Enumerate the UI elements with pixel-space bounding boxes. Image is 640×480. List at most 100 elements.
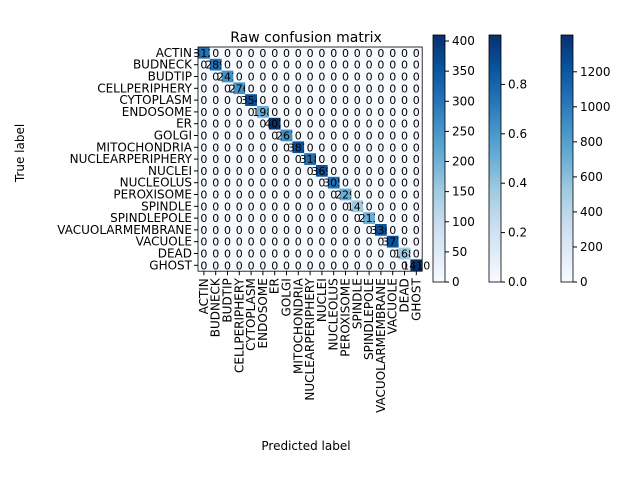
cell-value-label: 0 bbox=[342, 71, 349, 84]
matrix-cell bbox=[280, 82, 293, 95]
cell-value-label: 0 bbox=[248, 71, 255, 84]
cell-value-label: 0 bbox=[377, 189, 384, 202]
matrix-cell bbox=[209, 188, 222, 201]
cell-value-label: 0 bbox=[366, 165, 373, 178]
matrix-cell bbox=[398, 106, 411, 118]
cell-value-label: 0 bbox=[330, 200, 337, 213]
matrix-cell bbox=[398, 47, 411, 59]
matrix-cell bbox=[245, 129, 257, 142]
matrix-cell bbox=[339, 141, 352, 154]
cell-value-label: 0 bbox=[389, 130, 396, 143]
cell-value-label: 0 bbox=[283, 224, 290, 237]
matrix-cell bbox=[268, 47, 281, 59]
cell-value-label: 0 bbox=[389, 189, 396, 202]
x-tick-label: VACUOLE bbox=[386, 278, 400, 334]
cell-value-label: 0 bbox=[330, 141, 337, 154]
matrix-cell bbox=[398, 212, 411, 224]
cell-value-label: 0 bbox=[377, 153, 384, 166]
cell-value-label: 0 bbox=[413, 106, 420, 119]
cell-value-label: 0 bbox=[307, 259, 314, 272]
cell-value-label: 0 bbox=[366, 259, 373, 272]
cell-value-label: 0 bbox=[354, 212, 361, 225]
cell-value-label: 0 bbox=[224, 224, 231, 237]
matrix-cell bbox=[375, 259, 387, 272]
matrix-cell bbox=[221, 94, 234, 106]
matrix-cell bbox=[245, 176, 257, 189]
matrix-cell bbox=[198, 188, 210, 201]
cell-value-label: 0 bbox=[401, 141, 408, 154]
cell-value-label: 0 bbox=[401, 259, 408, 272]
cell-value-label: 0 bbox=[330, 248, 337, 261]
x-tick-label: GOLGI bbox=[280, 278, 294, 316]
y-tick-label: ENDOSOME bbox=[122, 105, 192, 119]
cell-value-label: 0 bbox=[401, 94, 408, 107]
cell-value-label: 369 bbox=[311, 165, 332, 178]
cell-value-label: 0 bbox=[413, 165, 420, 178]
cell-value-label: 0 bbox=[236, 141, 243, 154]
matrix-cell bbox=[209, 212, 222, 224]
x-tick-labels: ACTINBUDNECKBUDTIPCELLPERIPHERYCYTOPLASM… bbox=[197, 271, 423, 413]
cell-value-label: 0 bbox=[236, 236, 243, 249]
cell-value-label: 0 bbox=[212, 47, 219, 60]
x-tick-label: CYTOPLASM bbox=[244, 278, 258, 351]
matrix-cell bbox=[351, 259, 364, 272]
cell-value-label: 0 bbox=[283, 47, 290, 60]
matrix-cell bbox=[245, 165, 257, 177]
matrix-cell bbox=[221, 117, 234, 130]
cell-value-label: 0 bbox=[271, 141, 278, 154]
y-tick-label: SPINDLEPOLE bbox=[110, 211, 192, 225]
cell-value-label: 0 bbox=[259, 224, 266, 237]
matrix-cell bbox=[221, 235, 234, 248]
matrix-cell bbox=[304, 129, 316, 142]
matrix-cell bbox=[339, 70, 352, 83]
cell-value-label: 0 bbox=[236, 59, 243, 72]
cell-value-label: 0 bbox=[413, 189, 420, 202]
cell-value-label: 229 bbox=[335, 189, 356, 202]
matrix-cell bbox=[233, 94, 246, 106]
cell-value-label: 0 bbox=[307, 106, 314, 119]
cell-value-label: 0 bbox=[377, 236, 384, 249]
cell-value-label: 0 bbox=[413, 236, 420, 249]
cell-value-label: 0 bbox=[342, 165, 349, 178]
cell-value-label: 0 bbox=[318, 248, 325, 261]
matrix-cell bbox=[198, 247, 210, 260]
cell-value-label: 0 bbox=[224, 200, 231, 213]
matrix-cell bbox=[339, 259, 352, 272]
cell-value-label: 0 bbox=[259, 59, 266, 72]
x-tick-label: GHOST bbox=[409, 278, 423, 321]
cell-value-label: 318 bbox=[300, 153, 321, 166]
cell-value-label: 0 bbox=[342, 200, 349, 213]
cell-value-label: 0 bbox=[366, 118, 373, 131]
matrix-cell bbox=[209, 224, 222, 236]
matrix-cell bbox=[386, 117, 399, 130]
matrix-cell bbox=[304, 141, 316, 154]
matrix-cell bbox=[327, 259, 340, 272]
cell-value-label: 0 bbox=[236, 177, 243, 190]
cell-value-label: 402 bbox=[264, 118, 285, 131]
cell-value-label: 276 bbox=[229, 82, 250, 95]
cell-value-label: 0 bbox=[377, 106, 384, 119]
cell-value-label: 0 bbox=[307, 212, 314, 225]
cell-value-label: 0 bbox=[224, 212, 231, 225]
colorbar: 0 200 400 600 800 1000 1200 bbox=[560, 34, 611, 289]
matrix-cell bbox=[280, 94, 293, 106]
y-tick-label: ACTIN bbox=[156, 46, 192, 60]
matrix-cell bbox=[280, 58, 293, 71]
colorbar-tick-label: 150 bbox=[452, 185, 475, 199]
cell-value-label: 0 bbox=[389, 59, 396, 72]
matrix-cell bbox=[410, 259, 423, 272]
cell-value-label: 0 bbox=[318, 236, 325, 249]
x-tick-label: SPINDLEPOLE bbox=[362, 278, 376, 360]
matrix-cell bbox=[327, 235, 340, 248]
cell-value-label: 0 bbox=[307, 94, 314, 107]
matrix-cell bbox=[351, 153, 364, 165]
y-tick-label: MITOCHONDRIA bbox=[96, 140, 193, 154]
matrix-cell bbox=[363, 70, 375, 83]
cell-value-label: 0 bbox=[413, 59, 420, 72]
matrix-cell bbox=[386, 153, 399, 165]
matrix-cell bbox=[363, 47, 375, 59]
cell-value-label: 0 bbox=[377, 130, 384, 143]
cell-value-label: 0 bbox=[271, 59, 278, 72]
cell-value-label: 0 bbox=[295, 94, 302, 107]
matrix-cell bbox=[198, 47, 210, 59]
